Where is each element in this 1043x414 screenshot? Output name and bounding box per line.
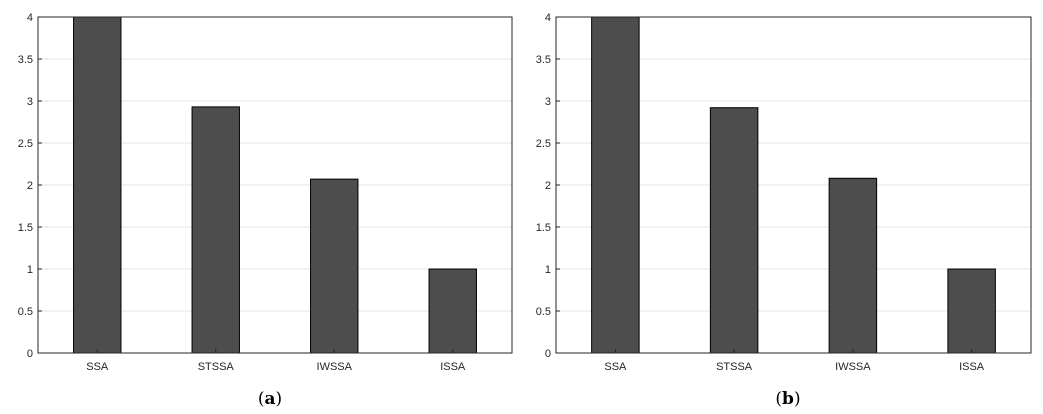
x-tick-label: IWSSA: [835, 361, 871, 373]
x-tick-label: STSSA: [716, 361, 753, 373]
y-tick-label: 4: [27, 12, 33, 24]
x-tick-label: SSA: [86, 361, 109, 373]
y-tick-label: 0: [27, 348, 33, 360]
caption-close: ): [794, 389, 801, 409]
y-tick-label: 1.5: [18, 222, 33, 234]
y-tick-label: 1: [27, 264, 33, 276]
bar-stssa: [709, 107, 759, 354]
bar-stssa: [191, 106, 240, 354]
bar-iwssa: [310, 178, 359, 354]
bar-iwssa: [828, 177, 878, 354]
y-tick-label: 2: [27, 180, 33, 192]
chart-panel-b: 0 0.5 1 1.5 2 2.5 3 3.5 4 SSA STSSA IWSSA ISSA (b): [536, 12, 1032, 409]
x-tick-label: IWSSA: [317, 361, 353, 373]
bar-issa: [428, 268, 477, 354]
caption-letter: a: [264, 389, 275, 409]
y-tick-label: 2: [545, 180, 551, 192]
y-tick-label: 3: [545, 96, 551, 108]
x-tick-label: ISSA: [959, 361, 985, 373]
x-tick-label: STSSA: [198, 361, 235, 373]
axes-box: [37, 16, 513, 354]
caption-close: ): [276, 389, 283, 409]
y-tick-label: 4: [545, 12, 551, 24]
y-tick-label: 0: [545, 348, 551, 360]
caption-open: (: [258, 389, 265, 409]
caption-letter: b: [782, 389, 794, 409]
y-tick-label: 3: [27, 96, 33, 108]
axes-box: [555, 16, 1032, 354]
y-tick-label: 1.5: [536, 222, 551, 234]
x-tick-label: SSA: [604, 361, 627, 373]
y-tick-label: 0.5: [18, 306, 33, 318]
bar-issa: [947, 268, 996, 354]
caption-open: (: [775, 389, 782, 409]
bar-ssa: [73, 16, 122, 354]
panel-caption: (a): [258, 389, 282, 409]
chart-panel-a: 0 0.5 1 1.5 2 2.5 3 3.5 4 SSA STSSA IWSSA ISSA (a): [18, 12, 513, 409]
y-tick-label: 2.5: [536, 138, 551, 150]
y-tick-label: 1: [545, 264, 551, 276]
x-tick-label: ISSA: [440, 361, 466, 373]
y-tick-label: 3.5: [18, 54, 33, 66]
y-tick-label: 3.5: [536, 54, 551, 66]
bar-ssa: [591, 16, 640, 354]
y-tick-label: 2.5: [18, 138, 33, 150]
y-tick-label: 0.5: [536, 306, 551, 318]
panel-caption: (b): [775, 389, 800, 409]
